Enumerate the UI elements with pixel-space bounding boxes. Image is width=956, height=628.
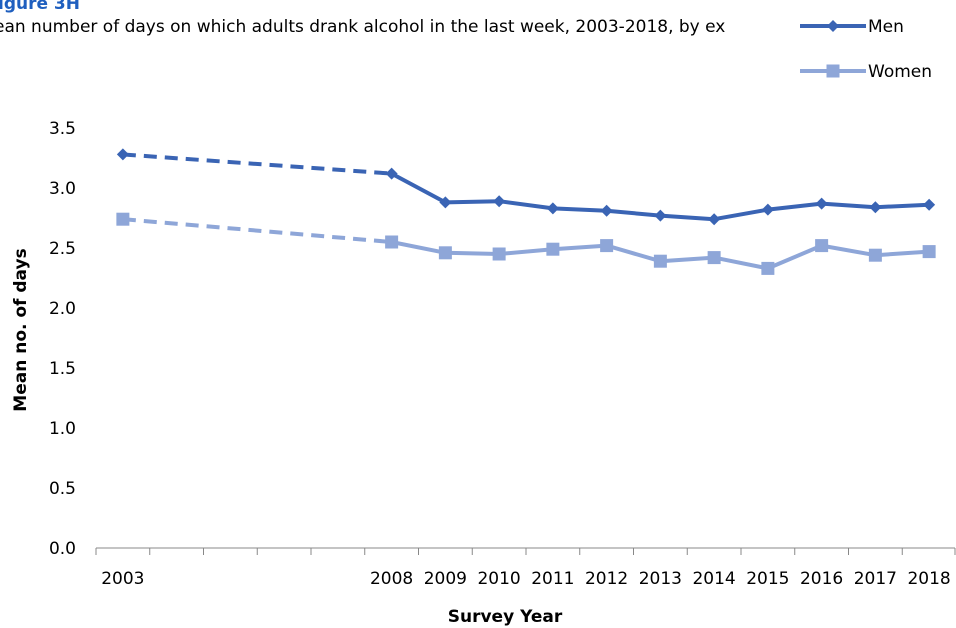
figure-label: igure 3H: [0, 0, 80, 14]
y-tick-label: 0.0: [49, 539, 76, 559]
men-marker: [654, 209, 667, 222]
y-tick-label: 2.0: [49, 299, 76, 319]
x-axis-title: Survey Year: [448, 607, 563, 627]
women-marker: [116, 212, 130, 226]
men-legend-label: Men: [868, 17, 904, 37]
x-tick-label: 2009: [424, 569, 467, 589]
men-marker: [708, 213, 721, 226]
x-tick-label: 2015: [746, 569, 789, 589]
women-marker: [385, 235, 399, 249]
women-marker: [707, 251, 721, 265]
women-marker: [761, 261, 775, 275]
women-dashed-line: [122, 217, 392, 244]
women-marker: [438, 246, 452, 260]
x-tick-label: 2016: [800, 569, 843, 589]
x-tick-label: 2008: [370, 569, 413, 589]
women-marker: [653, 254, 667, 268]
men-marker: [815, 197, 828, 210]
figure-title: ean number of days on which adults drank…: [0, 17, 726, 37]
women-marker: [492, 247, 506, 261]
y-axis: 0.0 0.5 1.0 1.5 2.0 2.5 3.0 3.5: [49, 119, 76, 559]
men-marker: [546, 202, 559, 215]
x-tick-label: 2011: [531, 569, 574, 589]
men-marker: [116, 148, 129, 161]
women-legend-label: Women: [868, 62, 932, 82]
y-tick-label: 2.5: [49, 239, 76, 259]
women-marker: [546, 242, 560, 256]
x-tick-label: 2012: [585, 569, 628, 589]
y-tick-label: 0.5: [49, 479, 76, 499]
x-tick-label: 2013: [639, 569, 682, 589]
women-marker: [815, 239, 829, 253]
x-tick-label: 2010: [477, 569, 520, 589]
men-marker: [439, 196, 452, 209]
women-marker: [868, 248, 882, 262]
y-tick-label: 3.0: [49, 179, 76, 199]
x-axis: 2003 2008 2009 2010 2011 2012 2013 2014 2015 2016…: [95, 547, 956, 589]
men-marker: [385, 167, 398, 180]
women-legend-marker: [826, 64, 840, 78]
men-legend-marker: [827, 20, 839, 32]
women-marker: [922, 245, 936, 259]
y-tick-label: 1.5: [49, 359, 76, 379]
men-marker: [493, 195, 506, 208]
men-marker: [869, 201, 882, 214]
men-marker: [923, 198, 936, 211]
legend: Men Women: [800, 17, 932, 82]
y-axis-title: Mean no. of days: [11, 248, 31, 411]
women-marker: [600, 239, 614, 253]
y-tick-label: 3.5: [49, 119, 76, 139]
x-tick-label: 2017: [854, 569, 897, 589]
men-marker: [600, 204, 613, 217]
x-tick-label: 2003: [101, 569, 144, 589]
x-tick-label: 2018: [907, 569, 950, 589]
series-layer: [116, 148, 936, 275]
men-dashed-line: [122, 152, 392, 176]
men-marker: [761, 203, 774, 216]
y-tick-label: 1.0: [49, 419, 76, 439]
x-tick-label: 2014: [692, 569, 735, 589]
